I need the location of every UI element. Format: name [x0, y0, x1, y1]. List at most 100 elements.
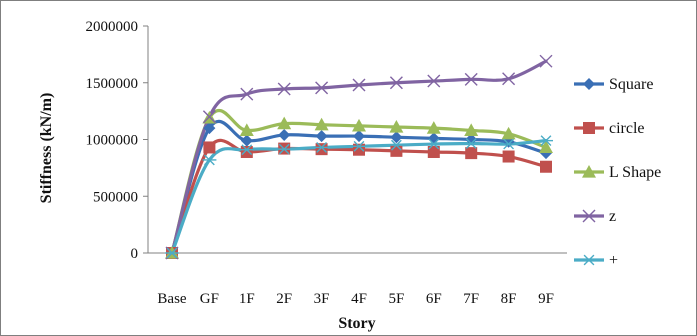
series-3-point-stroke [315, 81, 329, 95]
y-tick-label: 1000000 [86, 133, 139, 149]
series-1-point [315, 143, 328, 156]
series-0-point [353, 130, 365, 143]
series-4-point [539, 135, 553, 147]
y-tick-label: 2000000 [86, 19, 139, 35]
series-0-line [170, 119, 548, 255]
legend-marker-4-stroke [583, 254, 595, 266]
series-1-point [390, 144, 403, 157]
legend-label-1: circle [609, 120, 645, 137]
series-1-point [427, 145, 440, 158]
series-0-point [240, 134, 253, 147]
series-2-point [277, 116, 292, 130]
series-0-point [315, 130, 328, 143]
series-4-point-stroke [316, 142, 327, 153]
series-1-point [240, 145, 253, 158]
legend-label-2: L Shape [609, 164, 661, 181]
series-0-point [465, 133, 478, 146]
x-axis-title: Story [338, 315, 375, 332]
x-tick-label: 4F [351, 291, 367, 307]
series-3-point-stroke [502, 72, 516, 86]
series-3-point [389, 76, 403, 90]
legend-label-4: + [609, 252, 618, 269]
legend-marker-2 [582, 165, 596, 178]
legend-label-0: Square [609, 76, 653, 93]
series-3-point [352, 78, 366, 92]
series-4-point [239, 144, 254, 156]
series-4-point [501, 138, 516, 150]
series-4-point-stroke [353, 140, 365, 152]
series-3-point-stroke [202, 110, 216, 124]
x-tick-label: 8F [501, 291, 517, 307]
legend-marker-3-stroke [582, 209, 596, 223]
series-3-point [464, 72, 478, 86]
series-3-point-stroke [427, 74, 441, 88]
series-0-point [390, 131, 403, 144]
series-4-point-stroke [391, 139, 402, 151]
y-tick-label: 500000 [93, 189, 138, 205]
series-3-point [240, 87, 254, 101]
series-4-point-stroke [204, 154, 215, 166]
series-3-point [427, 74, 441, 88]
series-0-point [278, 128, 291, 141]
series-2-point [501, 126, 516, 140]
x-tick-label: 5F [388, 291, 404, 307]
y-tick-label: 0 [131, 246, 139, 262]
series-2-point [352, 118, 366, 132]
legend-marker-4 [582, 254, 596, 266]
series-2-point [539, 140, 553, 154]
series-4-point-stroke [428, 138, 440, 150]
legend-marker-1 [583, 122, 595, 134]
series-4-point-stroke [166, 247, 178, 259]
legend-label-3: z [609, 208, 616, 225]
series-3-point-stroke [352, 78, 366, 92]
series-3-point-stroke [240, 87, 254, 101]
series-4-point [202, 154, 217, 166]
x-tick-label: 7F [463, 291, 479, 307]
series-3-point [315, 81, 329, 95]
legend: Square circle L Shape z + [574, 76, 661, 269]
series-4-point-stroke [540, 135, 552, 147]
series-3-point-stroke [389, 76, 403, 90]
series-4-point-stroke [465, 138, 477, 149]
series-0-point [203, 122, 216, 135]
series-2-point [314, 117, 329, 131]
series-1-point [203, 141, 216, 154]
series-4-point-stroke [503, 138, 514, 150]
legend-marker-3 [582, 209, 596, 223]
series-2-line [170, 108, 548, 255]
series-4-point [464, 138, 479, 149]
x-tick-label: 2F [276, 291, 292, 307]
series-3-line [170, 59, 548, 255]
x-tick-label: 6F [426, 291, 442, 307]
series-4-point [389, 139, 404, 151]
series-2-point [239, 123, 254, 137]
x-tick-label: 1F [239, 291, 255, 307]
x-tick-label: Base [157, 291, 187, 307]
series-4-point [314, 142, 329, 153]
series-3-point-stroke [539, 54, 553, 68]
x-tick-label: GF [200, 291, 219, 307]
series-1-point [502, 150, 515, 163]
y-axis-title: Stiffness (kN/m) [38, 93, 55, 204]
series-1-point [465, 147, 478, 160]
series-2-point [389, 120, 404, 133]
series-4-point [165, 247, 179, 259]
y-axis: 0 500000 1000000 1500000 2000000 [86, 19, 149, 262]
series-2-point [464, 123, 479, 137]
x-tick-label: 3F [314, 291, 330, 307]
series-3-point-stroke [277, 82, 291, 96]
series-3-point [202, 110, 216, 124]
series-3-point [502, 72, 516, 86]
series-4-point [426, 138, 441, 150]
series-4-point-stroke [241, 144, 253, 156]
series-4-point [277, 143, 292, 155]
y-tick-label: 1500000 [86, 76, 139, 92]
series-3-point [539, 54, 553, 68]
series-3-point-stroke [464, 72, 478, 86]
x-axis: Base GF 1F 2F 3F 4F 5F 6F 7F 8F 9F [148, 252, 567, 307]
series-markers [165, 54, 553, 260]
series-1-point [540, 160, 552, 173]
